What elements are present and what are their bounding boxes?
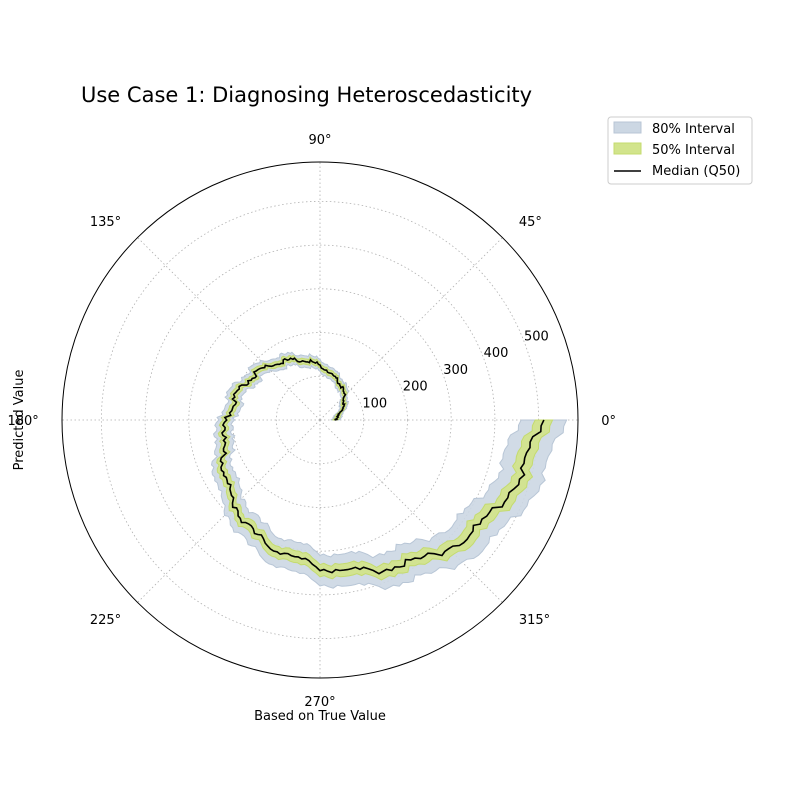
angular-gridline-315	[319, 419, 503, 603]
angular-gridline-45	[319, 237, 503, 421]
interval-50-band	[216, 354, 554, 581]
radial-tick-label-100: 100	[362, 396, 387, 411]
legend-label-median: Median (Q50)	[652, 164, 740, 179]
radial-gridline-100	[275, 375, 365, 465]
polar-outer-spine	[61, 161, 579, 679]
angle-tick-label-45: 45°	[519, 215, 542, 230]
radial-tick-label-400: 400	[484, 346, 509, 361]
radial-tick-label-300: 300	[443, 363, 468, 378]
radial-gridline-200	[232, 332, 408, 508]
radial-tick-label-200: 200	[403, 380, 428, 395]
angle-tick-label-270: 270°	[304, 695, 335, 710]
chart-title: Use Case 1: Diagnosing Heteroscedasticit…	[81, 83, 532, 107]
legend-swatch-80	[613, 121, 642, 134]
interval-50-band-layer	[216, 354, 554, 581]
radial-tick-label-500: 500	[524, 329, 549, 344]
angle-tick-label-135: 135°	[90, 215, 121, 230]
legend-label-50: 50% Interval	[652, 143, 735, 158]
interval-80-band-layer	[210, 351, 568, 591]
legend-label-80: 80% Interval	[652, 122, 735, 137]
angle-tick-labels: 0° 45° 90° 135° 180° 225° 270° 315°	[7, 133, 616, 710]
y-axis-label: Predicted Value	[12, 370, 27, 471]
legend: 80% Interval 50% Interval Median (Q50)	[607, 116, 753, 185]
angle-tick-label-225: 225°	[90, 613, 121, 628]
median-line	[219, 357, 545, 575]
polar-grid	[62, 162, 578, 678]
interval-80-band	[210, 351, 568, 591]
angle-tick-label-180: 180°	[7, 414, 38, 429]
radial-gridline-300	[188, 288, 452, 552]
angle-tick-label-0: 0°	[601, 414, 616, 429]
radial-gridline-400	[144, 244, 496, 596]
angle-tick-label-315: 315°	[519, 613, 550, 628]
angular-gridline-135	[137, 237, 321, 421]
median-line-layer	[219, 357, 545, 575]
legend-swatch-50	[613, 142, 642, 155]
angle-tick-label-90: 90°	[308, 133, 331, 148]
radial-tick-labels: 100 200 300 400 500	[362, 329, 548, 411]
x-axis-label: Based on True Value	[254, 709, 386, 724]
legend-frame	[607, 116, 753, 185]
